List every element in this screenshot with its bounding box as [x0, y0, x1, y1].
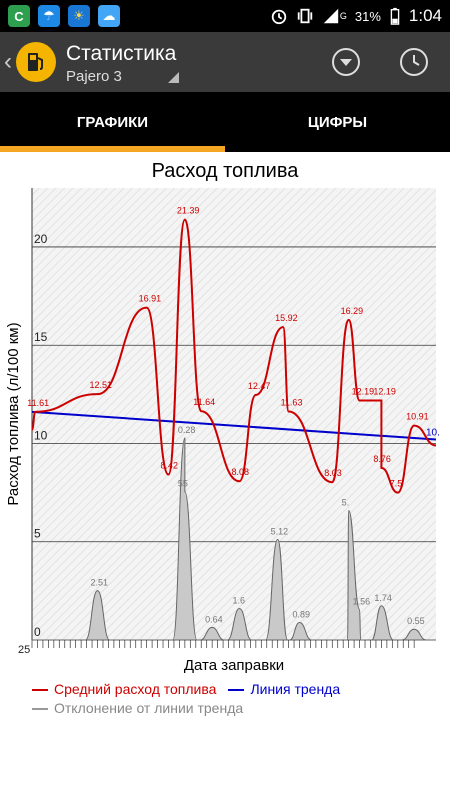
deviation-area	[32, 437, 436, 641]
weather-rain-icon: ☂	[38, 5, 60, 27]
data-label-deviation: 1.56	[353, 596, 371, 606]
y-tick-label: 5	[34, 527, 41, 541]
back-chevron-icon[interactable]: ‹	[4, 48, 12, 75]
weather-sun-cloud-icon: ☀	[68, 5, 90, 27]
data-label-avg: 8.42	[160, 461, 178, 471]
data-label-avg: 7.5	[390, 479, 403, 489]
vehicle-name[interactable]: Pajero 3	[66, 68, 122, 85]
data-label-avg: 8.03	[324, 468, 342, 478]
data-label-avg: 12.19	[373, 386, 396, 396]
chart-legend: Средний расход топлива Линия тренда Откл…	[32, 680, 340, 718]
x-axis-label: Дата заправки	[184, 657, 284, 674]
action-bar: ‹ Статистика Pajero 3	[0, 32, 450, 92]
data-label-deviation: 2.51	[91, 578, 109, 588]
data-label-avg: 11.63	[281, 397, 303, 407]
y-tick-label: 10	[34, 428, 48, 442]
data-label-deviation: 0.89	[293, 610, 311, 620]
notification-icons: C ☂ ☀ ☁	[8, 5, 120, 27]
signal-icon	[323, 8, 339, 24]
data-label-deviation: 0.28	[178, 425, 196, 435]
legend-label-deviation: Отклонение от линии тренда	[54, 700, 244, 716]
app-notification-icon: C	[8, 5, 30, 27]
legend-swatch-avg	[32, 688, 48, 691]
tab-charts[interactable]: ГРАФИКИ	[0, 92, 225, 152]
battery-icon	[390, 7, 400, 25]
vehicle-dropdown-icon[interactable]	[168, 72, 179, 83]
trend-line	[31, 410, 437, 441]
data-label-avg: 10.91	[406, 412, 429, 422]
y-axis-label: Расход топлива (л/100 км)	[5, 322, 22, 505]
chart-svg: 0 5 10 15 20 10. 11.61 12.51 16.91 8.42 21.39 11.64…	[5, 188, 440, 674]
data-label-deviation: 5.	[342, 497, 350, 507]
data-label-avg: 21.39	[177, 206, 200, 216]
data-label-deviation: 0.64	[205, 614, 223, 624]
network-label: G	[339, 11, 347, 21]
data-label-avg: 8.08	[231, 467, 249, 477]
clock: 1:04	[408, 6, 442, 25]
avg-consumption-line	[31, 218, 437, 494]
legend-label-trend: Линия тренда	[250, 681, 341, 697]
data-label-avg: 11.61	[27, 398, 49, 408]
y-tick-label: 15	[34, 330, 48, 344]
status-indicators: G 31% 1:04	[270, 0, 442, 32]
data-label-avg: 12.51	[90, 380, 113, 390]
data-label-deviation: 1.6	[232, 596, 245, 606]
chart[interactable]: 0 5 10 15 20 10. 11.61 12.51 16.91 8.42 21.39 11.64…	[0, 184, 450, 684]
data-label-avg: 16.91	[139, 294, 162, 304]
legend-swatch-deviation	[32, 707, 48, 710]
data-label-avg: 8.76	[373, 454, 391, 464]
data-label-deviation: 0.55	[407, 616, 425, 626]
tab-bar: ГРАФИКИ ЦИФРЫ	[0, 92, 450, 152]
trend-end-label: 10.	[426, 428, 440, 439]
history-clock-button[interactable]	[398, 46, 430, 78]
data-label-avg: 12.47	[248, 381, 271, 391]
filter-dropdown-button[interactable]	[330, 46, 362, 78]
plot-area	[32, 188, 436, 640]
alarm-icon	[271, 9, 287, 25]
battery-percent: 31%	[354, 8, 381, 24]
legend-label-avg: Средний расход топлива	[54, 681, 217, 697]
data-label-avg: 11.64	[193, 397, 215, 407]
chart-title: Расход топлива	[151, 160, 299, 182]
y-tick-label: 0	[34, 625, 41, 639]
weather-cloud-icon: ☁	[98, 5, 120, 27]
status-bar: C ☂ ☀ ☁ G 31% 1:04	[0, 0, 450, 32]
fuel-pump-icon[interactable]	[16, 42, 56, 82]
y-tick-label: 20	[34, 232, 48, 246]
data-label-avg: 15.92	[275, 313, 298, 323]
data-label-deviation: 5.12	[271, 526, 289, 536]
x-tick-label: 25	[18, 644, 30, 656]
legend-swatch-trend	[228, 688, 245, 691]
data-label-deviation: 1.74	[374, 593, 392, 603]
data-label-deviation: 55	[178, 479, 188, 489]
data-label-avg: 12.19	[352, 386, 375, 396]
data-label-avg: 16.29	[341, 306, 364, 316]
page-title: Статистика	[66, 42, 177, 65]
tab-numbers[interactable]: ЦИФРЫ	[307, 113, 368, 131]
vibrate-icon	[297, 8, 313, 24]
